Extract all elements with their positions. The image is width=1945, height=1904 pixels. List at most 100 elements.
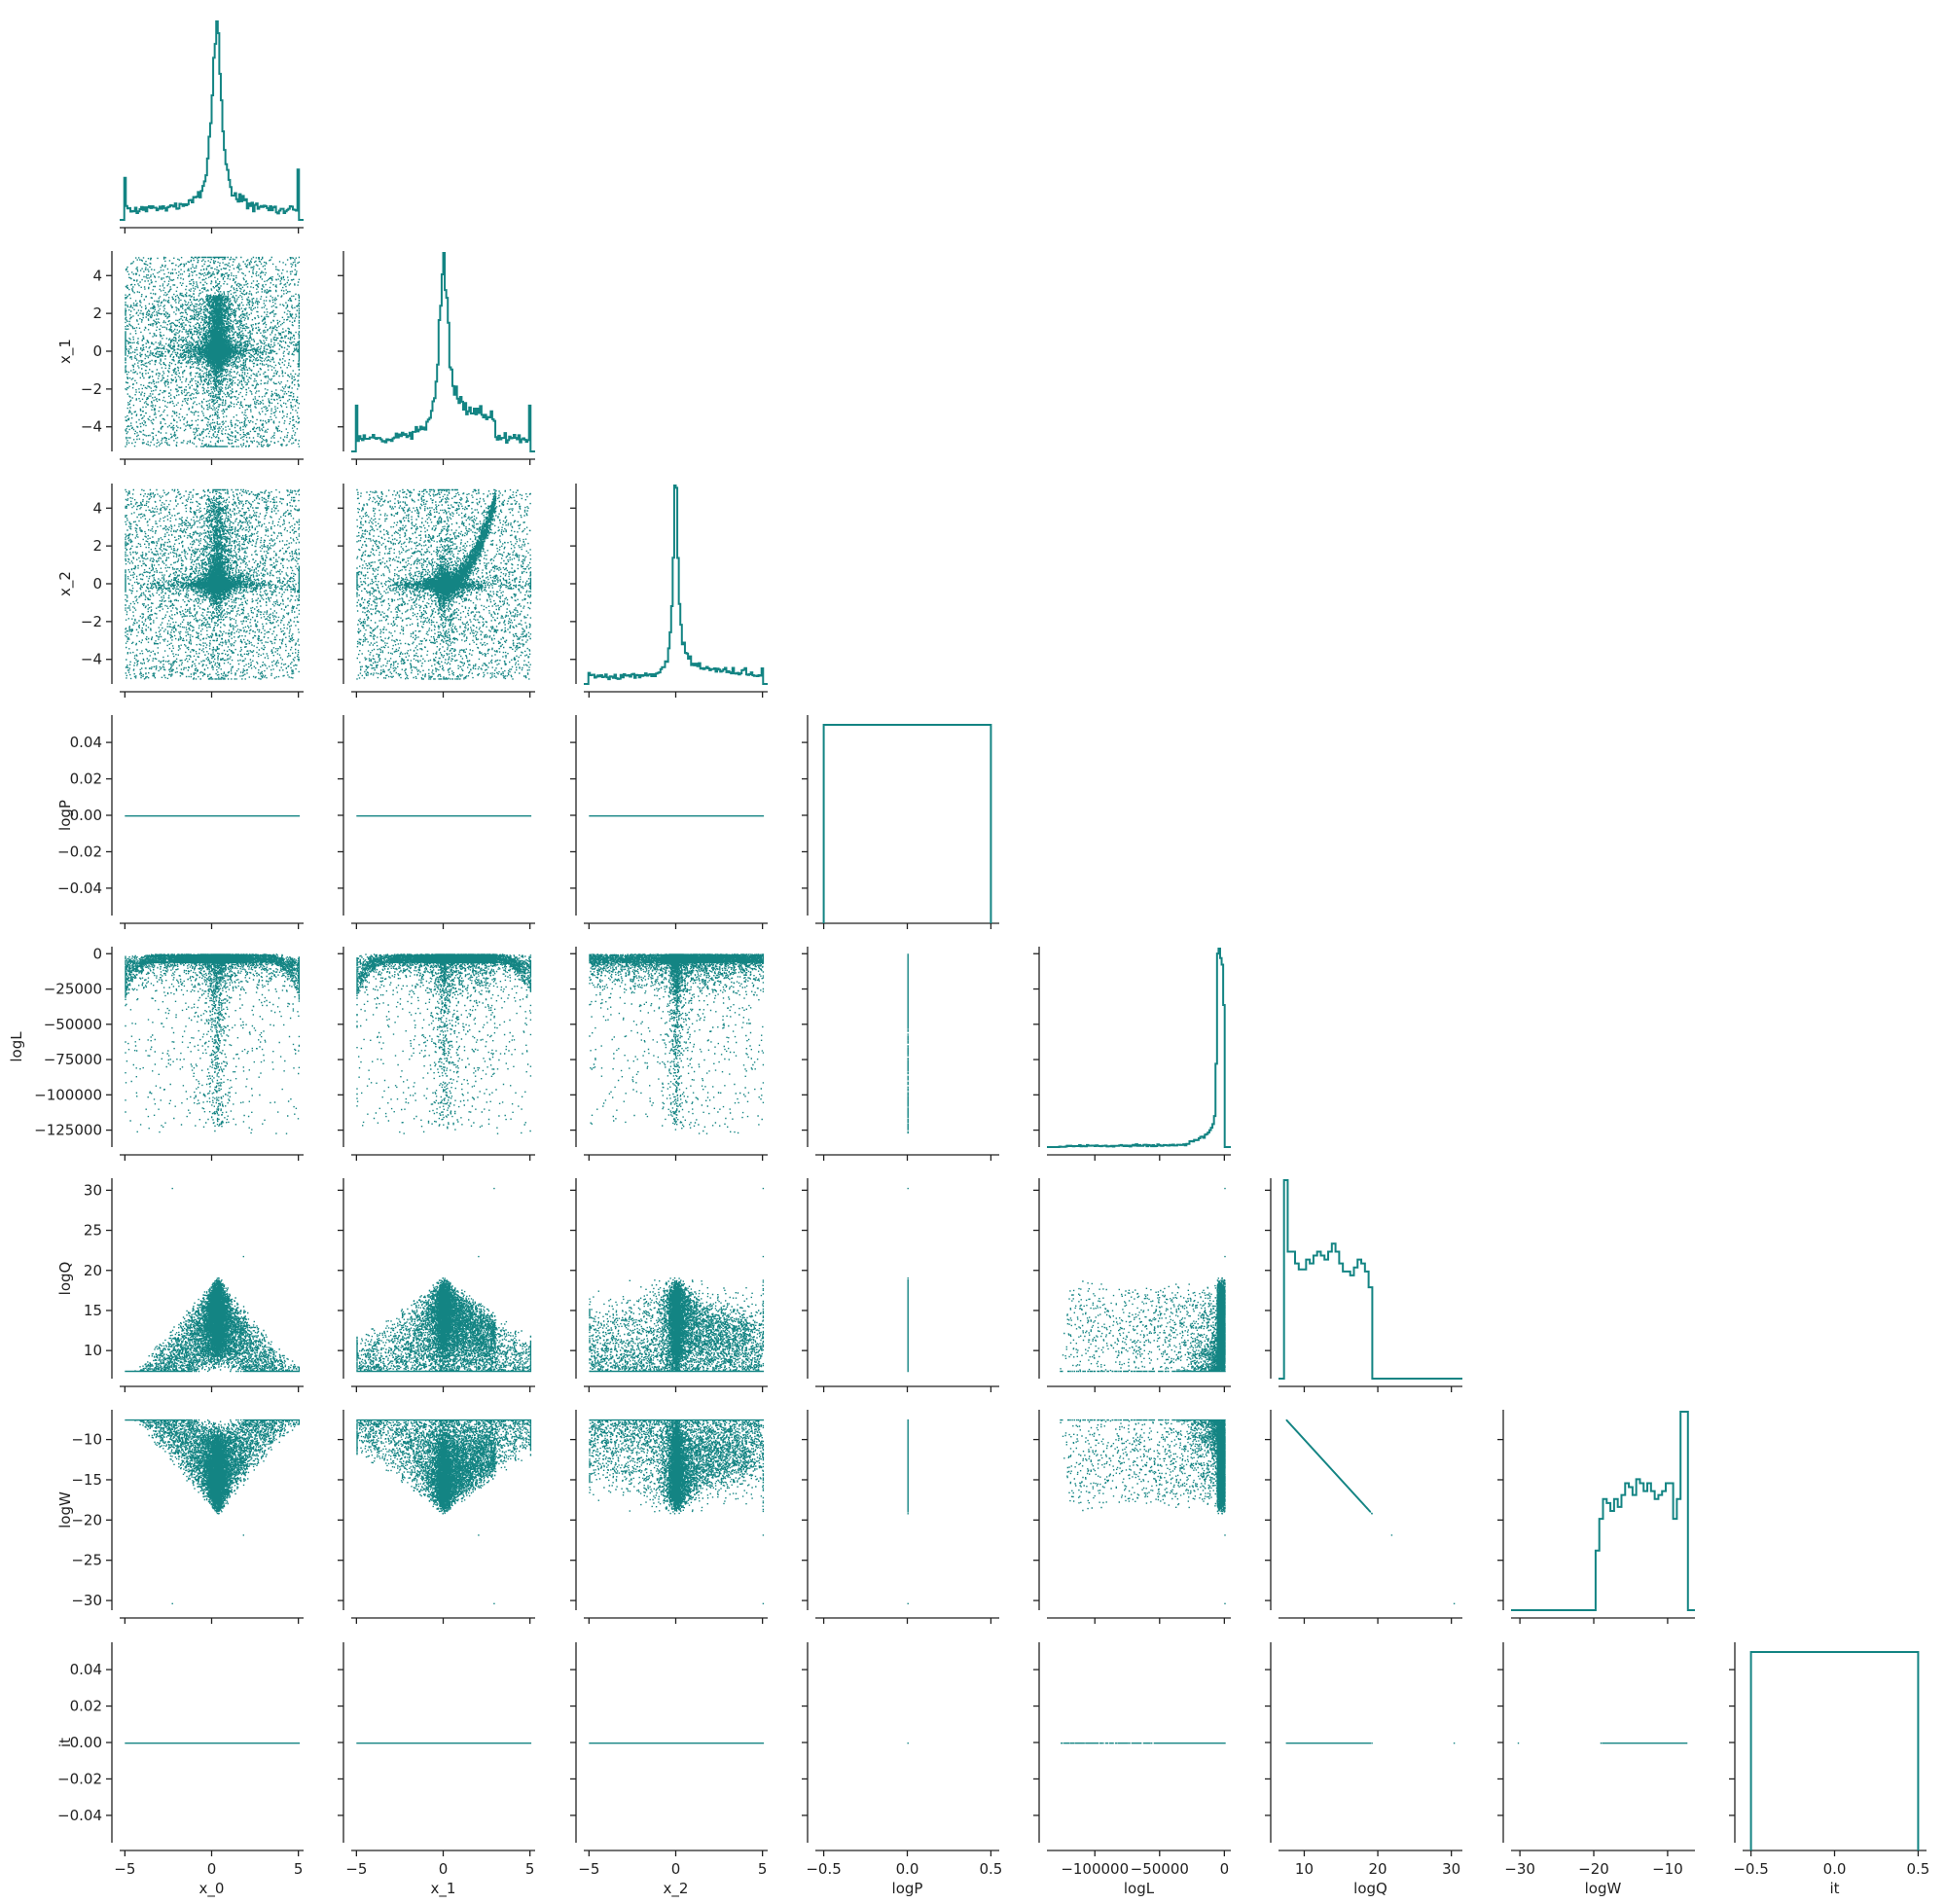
- x-tick-label: −30: [1504, 1860, 1535, 1878]
- panel-x_2-vs-x_1: [338, 484, 535, 698]
- panel-logW-vs-logL: [1033, 1410, 1231, 1624]
- panel-it-vs-logQ: 10 20 30 logQ: [1265, 1642, 1462, 1897]
- scatter-points-logQ-vs-logP: [907, 1187, 909, 1373]
- panel-it-vs-it: −0.5 0.0 0.5 it: [1729, 1642, 1929, 1897]
- y-tick-label: −0.04: [57, 880, 102, 897]
- panel-logQ-vs-logP: [802, 1178, 999, 1392]
- x-tick-label: −20: [1578, 1860, 1609, 1878]
- scatter-points-logW-vs-x_2: [589, 1419, 765, 1604]
- panel-it-vs-logP: −0.5 0.0 0.5 logP: [802, 1642, 1002, 1897]
- panel-logP-vs-x_1: [338, 715, 535, 929]
- y-tick-label: −0.02: [57, 843, 102, 860]
- x-axis-label: logP: [892, 1880, 923, 1897]
- y-axis-label: it: [56, 1738, 74, 1747]
- x-tick-label: 5: [294, 1860, 304, 1878]
- histogram-it: [1749, 1651, 1920, 1850]
- y-tick-label: −25: [71, 1552, 102, 1569]
- panel-logW-vs-x_0: −30 −25 −20 −15 −10 logW: [56, 1410, 304, 1624]
- panel-x_2-vs-x_2: [570, 484, 768, 698]
- panel-logP-vs-x_2: [570, 715, 768, 929]
- scatter-points-logW-vs-x_1: [356, 1419, 532, 1604]
- y-tick-label: −0.02: [57, 1770, 102, 1787]
- x-tick-label: −0.5: [806, 1860, 841, 1878]
- panel-logW-vs-logW: [1497, 1410, 1695, 1624]
- x-tick-label: −5: [578, 1860, 599, 1878]
- x-axis-label: x_0: [199, 1880, 225, 1898]
- scatter-points-logQ-vs-x_0: [125, 1187, 301, 1373]
- scatter-points-it-vs-x_0: [125, 1742, 301, 1744]
- panel-logL-vs-x_1: [338, 947, 535, 1161]
- y-axis-label: x_1: [56, 339, 75, 364]
- panel-logW-vs-x_1: [338, 1410, 535, 1624]
- histogram-x_2: [584, 485, 768, 685]
- scatter-points-x_1-vs-x_0: [125, 256, 301, 448]
- scatter-points-logP-vs-x_2: [589, 815, 765, 817]
- y-tick-label: −75000: [44, 1051, 102, 1068]
- y-tick-label: 15: [84, 1302, 102, 1319]
- panel-logL-vs-x_0: −125000 −100000 −75000 −50000 −25000 0 logL: [8, 945, 304, 1161]
- x-axis-label: logL: [1124, 1880, 1155, 1897]
- scatter-points-logL-vs-logP: [907, 953, 909, 1134]
- x-tick-label: 10: [1295, 1860, 1314, 1878]
- scatter-points-x_2-vs-x_0: [125, 488, 301, 680]
- panel-x_0-vs-x_0: [120, 20, 304, 234]
- x-tick-label: 0: [1220, 1860, 1230, 1878]
- histogram-x_0: [120, 20, 304, 221]
- x-axis-label: logQ: [1353, 1880, 1387, 1897]
- scatter-points-logQ-vs-x_1: [356, 1187, 532, 1373]
- y-tick-label: 2: [92, 537, 102, 555]
- histogram-logL: [1047, 948, 1231, 1148]
- x-tick-label: −50000: [1131, 1860, 1189, 1878]
- y-tick-label: −4: [81, 418, 102, 436]
- histogram-logP: [822, 724, 992, 923]
- y-tick-label: −25000: [44, 981, 102, 998]
- x-tick-label: 5: [525, 1860, 535, 1878]
- panel-logQ-vs-x_2: [570, 1178, 768, 1392]
- panel-it-vs-x_2: −5 0 5 x_2: [570, 1642, 768, 1898]
- panel-logQ-vs-x_0: 10 15 20 25 30 logQ: [56, 1178, 304, 1392]
- scatter-points-it-vs-logP: [907, 1742, 909, 1744]
- y-tick-label: −100000: [34, 1086, 102, 1103]
- x-tick-label: −5: [114, 1860, 135, 1878]
- panel-logL-vs-x_2: [570, 947, 768, 1161]
- panel-it-vs-x_1: −5 0 5 x_1: [338, 1642, 535, 1898]
- y-tick-label: −0.04: [57, 1807, 102, 1824]
- x-tick-label: 0: [671, 1860, 681, 1878]
- panel-logW-vs-logQ: [1265, 1410, 1462, 1624]
- y-tick-label: −20: [71, 1511, 102, 1528]
- panel-logP-vs-x_0: −0.04 −0.02 0.00 0.02 0.04 logP: [56, 715, 304, 929]
- x-axis-label: it: [1829, 1880, 1839, 1897]
- scatter-points-logP-vs-x_0: [125, 815, 301, 817]
- scatter-points-logL-vs-x_0: [125, 953, 301, 1134]
- x-tick-label: 0.5: [1906, 1860, 1929, 1878]
- scatter-points-it-vs-x_2: [589, 1742, 765, 1744]
- scatter-points-it-vs-logL: [1061, 1742, 1226, 1744]
- panel-logP-vs-logP: [802, 715, 999, 929]
- panel-x_1-vs-x_0: −4 −2 0 2 4 x_1: [56, 251, 304, 465]
- y-tick-label: 4: [92, 499, 102, 517]
- y-tick-label: 0.00: [70, 807, 102, 824]
- y-axis-label: logQ: [56, 1262, 74, 1296]
- y-tick-label: 4: [92, 267, 102, 284]
- scatter-points-logW-vs-logQ: [1285, 1419, 1456, 1604]
- y-tick-label: 0.00: [70, 1734, 102, 1751]
- scatter-points-logW-vs-x_0: [125, 1419, 301, 1604]
- panel-it-vs-logW: −30 −20 −10 logW: [1497, 1642, 1695, 1897]
- panel-it-vs-x_0: −5 0 5 x_0 −0.04 −0.02 0.00 0.02 0.04 it: [56, 1642, 304, 1898]
- x-tick-label: 30: [1442, 1860, 1460, 1878]
- panel-logL-vs-logP: [802, 947, 999, 1161]
- scatter-points-it-vs-x_1: [356, 1742, 532, 1744]
- scatter-points-logP-vs-x_1: [356, 815, 532, 817]
- x-axis-label: x_1: [431, 1880, 456, 1898]
- histogram-logQ: [1279, 1179, 1462, 1380]
- y-tick-label: 0.02: [70, 1698, 102, 1715]
- y-tick-label: −15: [71, 1471, 102, 1489]
- y-tick-label: 2: [92, 305, 102, 322]
- x-tick-label: 5: [758, 1860, 768, 1878]
- histogram-x_1: [351, 252, 535, 452]
- x-tick-label: −0.5: [1733, 1860, 1768, 1878]
- x-tick-label: 0: [439, 1860, 449, 1878]
- y-tick-label: 0.04: [70, 1661, 102, 1678]
- panel-x_1-vs-x_1: [338, 251, 535, 465]
- scatter-points-logL-vs-x_2: [589, 953, 765, 1134]
